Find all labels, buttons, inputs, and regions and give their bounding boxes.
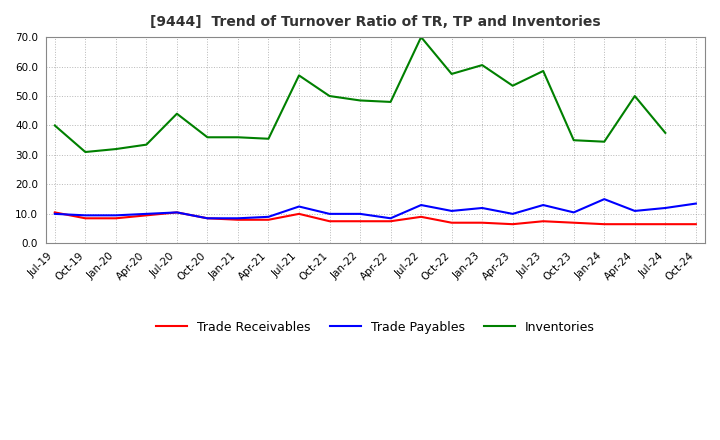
Trade Receivables	[386, 219, 395, 224]
Inventories	[50, 123, 59, 128]
Inventories	[386, 99, 395, 105]
Inventories	[478, 62, 487, 68]
Trade Payables	[325, 211, 334, 216]
Trade Receivables	[600, 222, 608, 227]
Inventories	[325, 93, 334, 99]
Inventories	[570, 138, 578, 143]
Trade Payables	[447, 208, 456, 213]
Trade Receivables	[173, 210, 181, 215]
Trade Payables	[661, 205, 670, 211]
Trade Payables	[691, 201, 700, 206]
Trade Payables	[294, 204, 303, 209]
Inventories	[508, 83, 517, 88]
Inventories	[600, 139, 608, 144]
Trade Receivables	[417, 214, 426, 220]
Trade Receivables	[661, 222, 670, 227]
Trade Payables	[386, 216, 395, 221]
Trade Payables	[356, 211, 364, 216]
Trade Payables	[233, 216, 242, 221]
Legend: Trade Receivables, Trade Payables, Inventories: Trade Receivables, Trade Payables, Inven…	[151, 315, 600, 338]
Trade Payables	[50, 211, 59, 216]
Trade Receivables	[691, 222, 700, 227]
Inventories	[233, 135, 242, 140]
Trade Receivables	[447, 220, 456, 225]
Title: [9444]  Trend of Turnover Ratio of TR, TP and Inventories: [9444] Trend of Turnover Ratio of TR, TP…	[150, 15, 600, 29]
Trade Receivables	[203, 216, 212, 221]
Inventories	[417, 34, 426, 40]
Inventories	[81, 149, 90, 154]
Trade Receivables	[356, 219, 364, 224]
Line: Trade Receivables: Trade Receivables	[55, 213, 696, 224]
Line: Trade Payables: Trade Payables	[55, 199, 696, 218]
Inventories	[112, 147, 120, 152]
Inventories	[173, 111, 181, 116]
Trade Payables	[631, 208, 639, 213]
Trade Receivables	[508, 222, 517, 227]
Inventories	[264, 136, 273, 141]
Trade Receivables	[539, 219, 547, 224]
Trade Receivables	[112, 216, 120, 221]
Trade Payables	[508, 211, 517, 216]
Trade Receivables	[325, 219, 334, 224]
Trade Receivables	[478, 220, 487, 225]
Trade Payables	[173, 210, 181, 215]
Trade Payables	[600, 197, 608, 202]
Trade Receivables	[233, 217, 242, 222]
Trade Payables	[203, 216, 212, 221]
Trade Payables	[81, 213, 90, 218]
Inventories	[539, 68, 547, 73]
Inventories	[203, 135, 212, 140]
Inventories	[661, 130, 670, 136]
Trade Receivables	[142, 213, 150, 218]
Inventories	[447, 71, 456, 77]
Trade Receivables	[81, 216, 90, 221]
Trade Payables	[264, 214, 273, 220]
Line: Inventories: Inventories	[55, 37, 665, 152]
Inventories	[142, 142, 150, 147]
Inventories	[294, 73, 303, 78]
Trade Receivables	[570, 220, 578, 225]
Inventories	[631, 93, 639, 99]
Trade Receivables	[50, 210, 59, 215]
Trade Payables	[539, 202, 547, 208]
Trade Payables	[142, 211, 150, 216]
Inventories	[356, 98, 364, 103]
Trade Receivables	[294, 211, 303, 216]
Trade Receivables	[264, 217, 273, 222]
Trade Payables	[570, 210, 578, 215]
Trade Payables	[478, 205, 487, 211]
Trade Receivables	[631, 222, 639, 227]
Trade Payables	[417, 202, 426, 208]
Trade Payables	[112, 213, 120, 218]
